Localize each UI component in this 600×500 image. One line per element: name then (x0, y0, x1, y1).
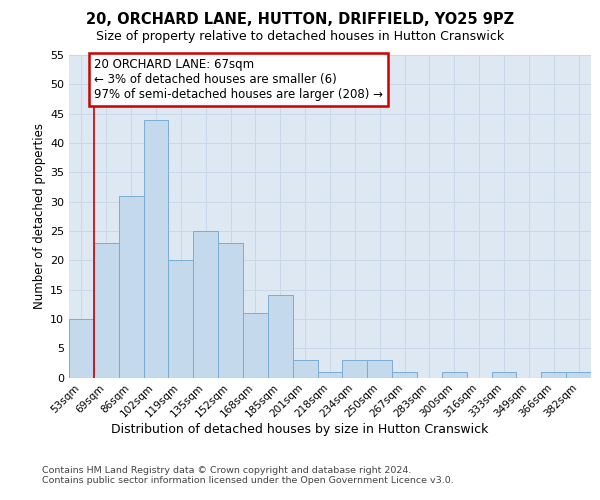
Bar (293, 360, 317, 378)
Bar (94, 242, 119, 378)
Bar (218, 242, 243, 378)
Text: Size of property relative to detached houses in Hutton Cranswick: Size of property relative to detached ho… (96, 30, 504, 43)
Bar (442, 372, 467, 378)
Text: Contains HM Land Registry data © Crown copyright and database right 2024.
Contai: Contains HM Land Registry data © Crown c… (42, 466, 454, 485)
Bar (343, 360, 367, 378)
Bar (317, 372, 343, 378)
Bar (119, 196, 143, 378)
Bar (541, 372, 566, 378)
Bar (268, 296, 293, 378)
Text: Distribution of detached houses by size in Hutton Cranswick: Distribution of detached houses by size … (112, 422, 488, 436)
Y-axis label: Number of detached properties: Number of detached properties (33, 123, 46, 309)
Text: 20 ORCHARD LANE: 67sqm
← 3% of detached houses are smaller (6)
97% of semi-detac: 20 ORCHARD LANE: 67sqm ← 3% of detached … (94, 58, 383, 101)
Bar (243, 313, 268, 378)
Bar (143, 120, 169, 378)
Bar (566, 372, 591, 378)
Bar (491, 372, 517, 378)
Bar (69, 319, 94, 378)
Bar (169, 260, 193, 378)
Bar (193, 231, 218, 378)
Bar (367, 360, 392, 378)
Text: 20, ORCHARD LANE, HUTTON, DRIFFIELD, YO25 9PZ: 20, ORCHARD LANE, HUTTON, DRIFFIELD, YO2… (86, 12, 514, 28)
Bar (392, 372, 417, 378)
